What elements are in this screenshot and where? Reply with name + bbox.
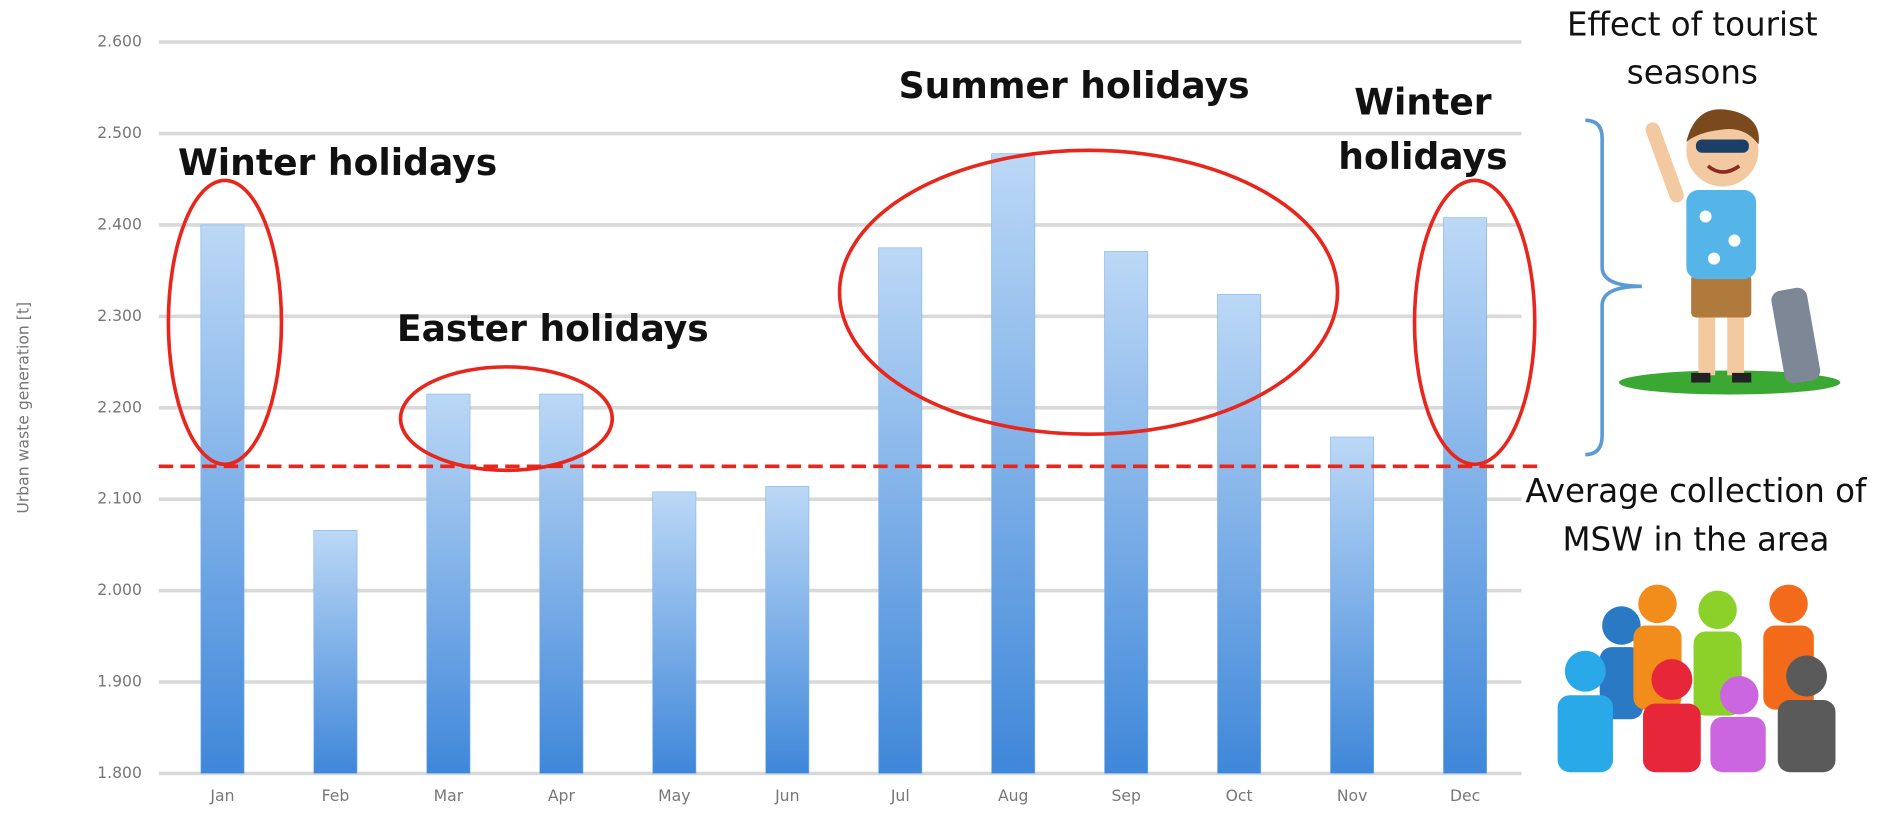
bar (765, 486, 810, 774)
bar (991, 153, 1036, 774)
side-note: Average collection of (1525, 472, 1868, 510)
ellipse (166, 178, 284, 467)
side-note: seasons (1627, 54, 1758, 92)
annotation: holidays (1338, 136, 1507, 178)
x-tick-label: Mar (434, 786, 464, 805)
x-tick-label: Feb (322, 786, 350, 805)
x-tick-label: Nov (1337, 786, 1368, 805)
side-note: MSW in the area (1562, 520, 1829, 558)
x-tick-label: Aug (998, 786, 1029, 805)
x-tick-label: Apr (548, 786, 576, 805)
x-tick-label: Jan (209, 786, 234, 805)
x-tick-label: Jun (774, 786, 799, 805)
brace (1585, 118, 1642, 457)
tourist-icon (1618, 109, 1841, 395)
x-tick-label: May (658, 786, 690, 805)
annotations: Winter holidays Easter holidays Summer hol… (178, 5, 1868, 558)
y-tick-label: 2.500 (97, 123, 142, 142)
y-tick-label: 2.100 (97, 489, 142, 508)
people-icon (1557, 584, 1836, 773)
y-axis-label: Urban waste generation [t] (14, 302, 33, 514)
y-tick-label: 2.400 (97, 214, 142, 233)
bar (1217, 294, 1262, 774)
bar (313, 529, 358, 774)
annotation: Easter holidays (397, 308, 709, 350)
highlight-ellipses (166, 148, 1537, 473)
x-tick-label: Dec (1450, 786, 1480, 805)
x-tick-label: Sep (1111, 786, 1141, 805)
y-tick-label: 2.200 (97, 397, 142, 416)
ellipse (398, 365, 615, 473)
grid: 1.800 1.900 2.000 2.100 2.200 2.300 2.400 2.500… (97, 32, 1522, 782)
y-tick-label: 2.000 (97, 580, 142, 599)
bar (1330, 436, 1375, 774)
bar (1443, 217, 1488, 774)
bar (539, 393, 584, 774)
annotation: Winter holidays (178, 142, 497, 184)
y-tick-label: 1.800 (97, 763, 142, 782)
y-tick-label: 1.900 (97, 672, 142, 691)
annotation: Summer holidays (899, 65, 1250, 107)
y-tick-label: 2.600 (97, 32, 142, 51)
bar (426, 393, 471, 774)
bar (878, 247, 923, 774)
bar (652, 491, 697, 774)
ellipse (837, 148, 1340, 437)
bar (200, 224, 245, 774)
annotation: Winter (1354, 82, 1492, 124)
y-tick-label: 2.300 (97, 306, 142, 325)
x-tick-label: Jul (890, 786, 910, 805)
bars: Jan Feb Mar Apr May Jun Jul Aug Sep Oct Nov Dec (200, 153, 1488, 805)
bar (1104, 251, 1149, 774)
ellipse (1412, 178, 1537, 467)
side-note: Effect of tourist (1567, 5, 1818, 43)
x-tick-label: Oct (1226, 786, 1253, 805)
